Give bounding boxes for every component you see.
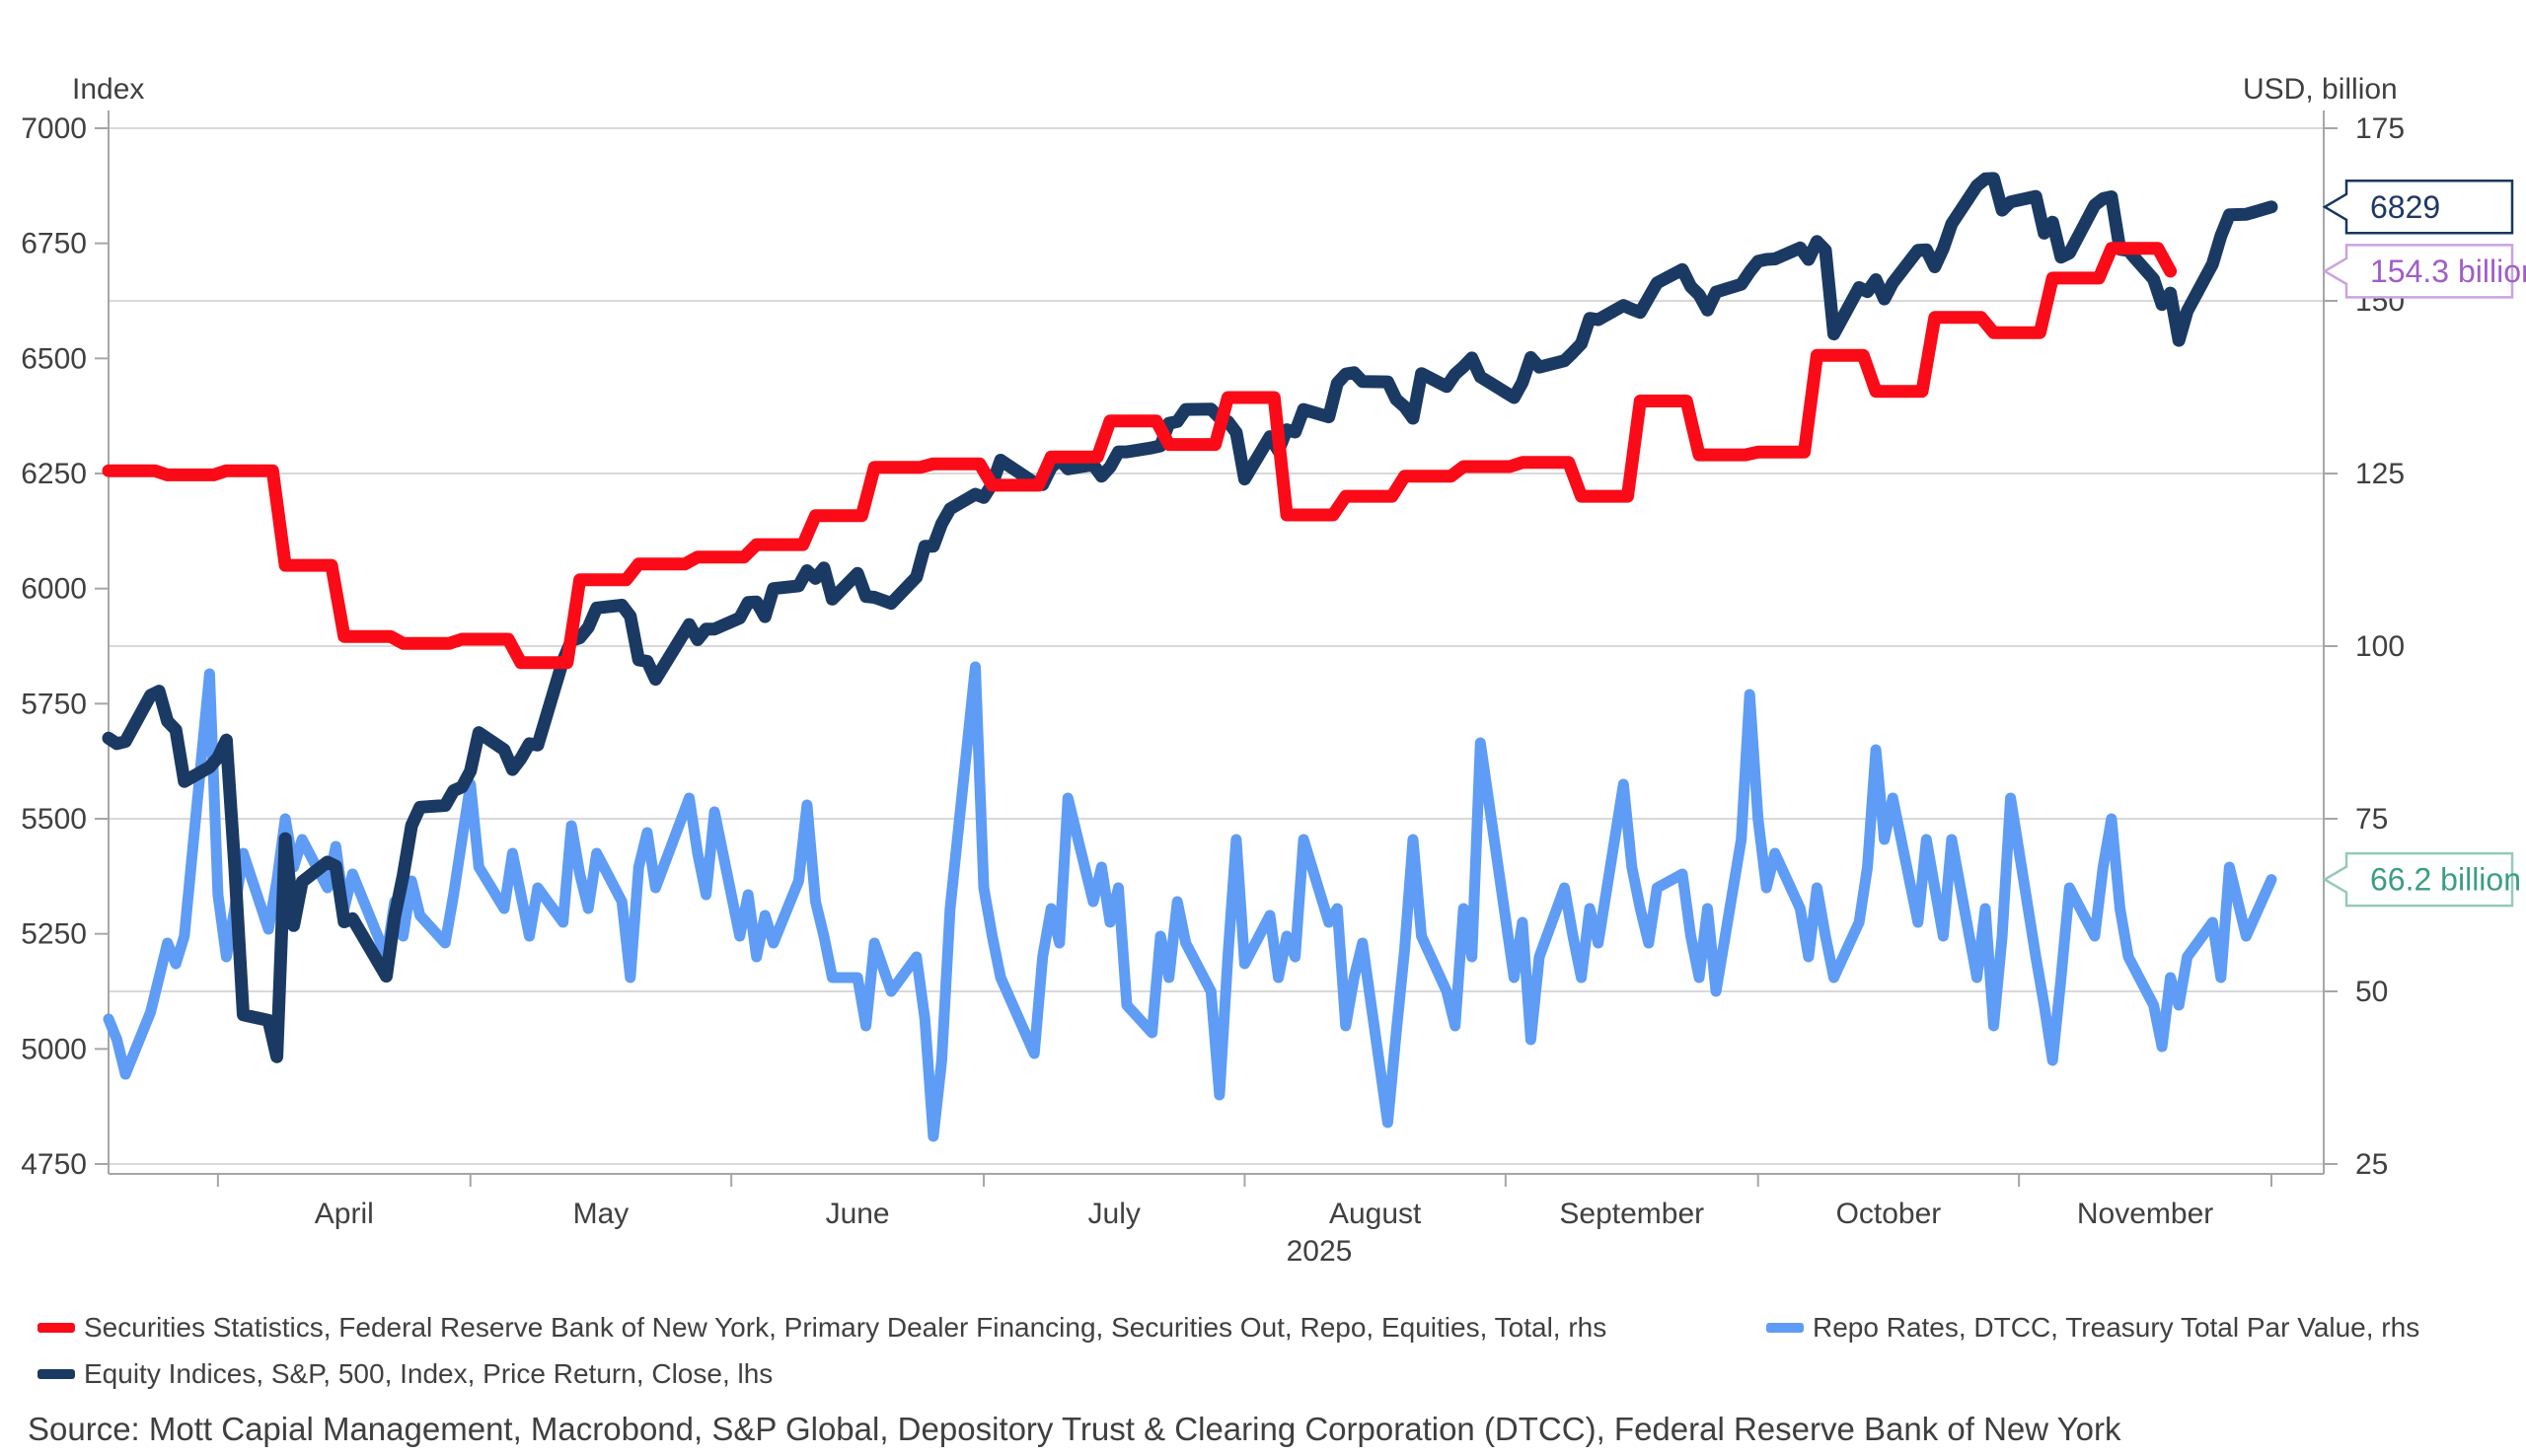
left-tick-label: 5000 <box>21 1033 87 1065</box>
series-lines <box>102 172 2278 1142</box>
month-label: October <box>1836 1198 1942 1230</box>
month-label: April <box>315 1198 374 1230</box>
month-label: August <box>1329 1198 1422 1230</box>
legend-swatch-navy <box>37 1369 75 1379</box>
legend-label: Securities Statistics, Federal Reserve B… <box>84 1312 1607 1343</box>
month-label: September <box>1559 1198 1704 1230</box>
callout-label-sp500-last: 6829 <box>2370 189 2440 225</box>
legend-swatch-blue <box>1766 1323 1804 1333</box>
callout-box-sp500-last <box>2322 180 2514 235</box>
legend-label: Equity Indices, S&P, 500, Index, Price R… <box>84 1358 774 1389</box>
left-axis-ticks: 4750 5000 5250 5500 5750 6000 6250 6500 6750 7000 <box>21 112 109 1181</box>
month-label: July <box>1088 1198 1141 1230</box>
left-tick-label: 6500 <box>21 342 87 375</box>
legend-swatch-red <box>37 1323 75 1333</box>
callout-box-repo-total-last <box>2322 244 2514 299</box>
callout-label-dtcc-par-last: 66.2 billion <box>2370 862 2521 898</box>
right-tick-label: 125 <box>2355 458 2405 490</box>
callout-box-dtcc-par-last <box>2322 851 2514 908</box>
right-tick-label: 75 <box>2355 803 2388 836</box>
right-tick-label: 25 <box>2355 1148 2388 1181</box>
left-tick-label: 6250 <box>21 458 87 490</box>
legend-label: Repo Rates, DTCC, Treasury Total Par Val… <box>1813 1312 2420 1343</box>
month-label: May <box>573 1198 630 1230</box>
series-repo-equities <box>102 242 2178 670</box>
left-tick-label: 7000 <box>21 112 87 145</box>
right-tick-label: 50 <box>2355 976 2388 1008</box>
left-tick-label: 5500 <box>21 803 87 836</box>
legend-item-dtcc-par: Repo Rates, DTCC, Treasury Total Par Val… <box>1766 1312 2419 1344</box>
month-label: November <box>2077 1198 2213 1230</box>
series-sp500 <box>102 172 2278 1063</box>
left-tick-label: 6000 <box>21 573 87 606</box>
left-tick-label: 6750 <box>21 228 87 260</box>
value-callouts: 6829 154.3 billion 66.2 billion <box>2322 180 2526 908</box>
left-axis-title: Index <box>72 73 145 106</box>
source-attribution: Source: Mott Capial Management, Macrobon… <box>28 1411 2121 1447</box>
month-label: June <box>826 1198 890 1230</box>
legend-item-repo-equities: Securities Statistics, Federal Reserve B… <box>37 1312 1606 1344</box>
x-axis-ticks: April May June July August September October No… <box>216 1174 2272 1268</box>
right-axis-title: USD, billion <box>2243 73 2398 106</box>
right-tick-label: 175 <box>2355 112 2405 145</box>
left-tick-label: 5750 <box>21 688 87 720</box>
year-label: 2025 <box>1287 1235 1353 1268</box>
right-tick-label: 100 <box>2355 630 2405 663</box>
callout-label-repo-total-last: 154.3 billion <box>2370 254 2526 289</box>
left-tick-label: 4750 <box>21 1148 87 1181</box>
axes <box>108 110 2325 1175</box>
gridlines <box>109 127 2324 1165</box>
legend-item-sp500: Equity Indices, S&P, 500, Index, Price R… <box>37 1358 773 1390</box>
left-tick-label: 5250 <box>21 918 87 951</box>
series-dtcc-par <box>103 661 2277 1142</box>
